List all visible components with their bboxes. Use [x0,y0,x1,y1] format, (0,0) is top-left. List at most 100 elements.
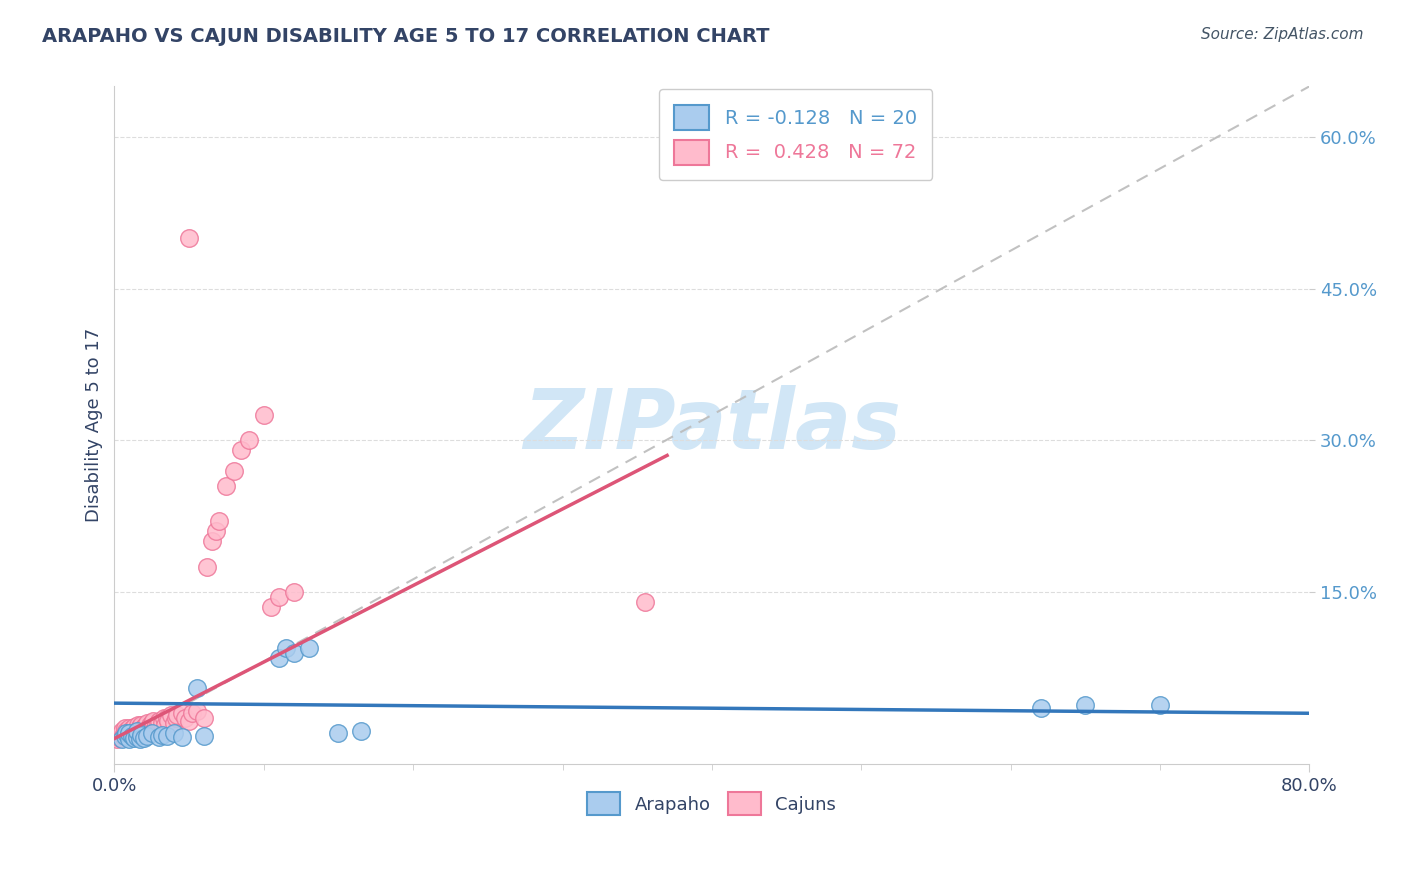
Point [136,716,159,731]
Point [110,731,132,745]
Point [122,720,145,734]
Point [121,723,143,737]
Point [121,729,143,743]
Point [115,726,138,740]
Point [186,704,208,718]
Point [127,724,149,739]
Point [1149,698,1171,713]
Point [186,681,208,695]
Point [118,726,141,740]
Point [129,724,152,739]
Point [128,720,150,734]
Point [283,585,305,599]
Point [118,722,141,736]
Point [253,408,276,422]
Point [1074,698,1097,713]
Point [121,729,143,743]
Point [114,726,136,740]
Point [138,722,160,736]
Point [128,726,150,740]
Point [215,479,238,493]
Point [193,711,215,725]
Point [112,729,135,743]
Point [260,600,283,615]
Point [115,727,138,741]
Point [350,724,373,739]
Point [170,730,193,744]
Point [120,726,142,740]
Point [141,724,163,739]
Point [157,714,180,729]
Point [170,706,193,721]
Point [129,727,152,741]
Point [276,640,298,655]
Point [297,640,319,655]
Point [142,714,165,729]
Point [153,718,176,732]
Legend: Arapaho, Cajuns: Arapaho, Cajuns [581,785,844,822]
Text: ARAPAHO VS CAJUN DISABILITY AGE 5 TO 17 CORRELATION CHART: ARAPAHO VS CAJUN DISABILITY AGE 5 TO 17 … [42,27,769,45]
Point [111,724,134,739]
Point [136,729,159,743]
Point [283,646,305,660]
Point [114,722,136,736]
Point [193,729,215,743]
Point [148,724,170,739]
Text: ZIPatlas: ZIPatlas [523,384,901,466]
Point [148,730,170,744]
Y-axis label: Disability Age 5 to 17: Disability Age 5 to 17 [86,328,103,522]
Point [195,559,218,574]
Point [105,731,128,746]
Point [150,716,173,731]
Point [118,731,141,746]
Point [127,718,149,732]
Point [122,731,145,745]
Point [163,716,186,731]
Point [134,726,156,740]
Point [111,726,134,740]
Point [136,724,159,739]
Point [177,714,200,729]
Point [165,711,187,725]
Point [152,711,174,725]
Point [135,718,157,732]
Point [134,720,156,734]
Point [114,729,136,743]
Point [141,726,163,740]
Point [160,708,183,723]
Point [634,595,657,609]
Point [150,727,173,741]
Point [125,730,148,744]
Point [205,524,228,539]
Point [125,724,148,739]
Point [208,514,231,528]
Point [117,726,139,740]
Point [146,716,169,731]
Text: Source: ZipAtlas.com: Source: ZipAtlas.com [1201,27,1364,42]
Point [118,729,141,743]
Point [177,231,200,245]
Point [132,722,155,736]
Point [145,718,167,732]
Point [118,724,141,739]
Point [122,726,145,740]
Point [108,729,131,743]
Point [156,729,179,743]
Point [129,718,152,732]
Point [148,714,170,729]
Point [156,711,179,725]
Point [267,650,290,665]
Point [1029,701,1052,715]
Point [181,706,204,721]
Point [143,722,166,736]
Point [267,590,290,604]
Point [125,723,148,737]
Point [141,716,163,731]
Point [128,731,150,746]
Point [134,731,156,745]
Point [115,724,138,739]
Point [125,726,148,740]
Point [173,711,195,725]
Point [200,534,222,549]
Point [238,434,260,448]
